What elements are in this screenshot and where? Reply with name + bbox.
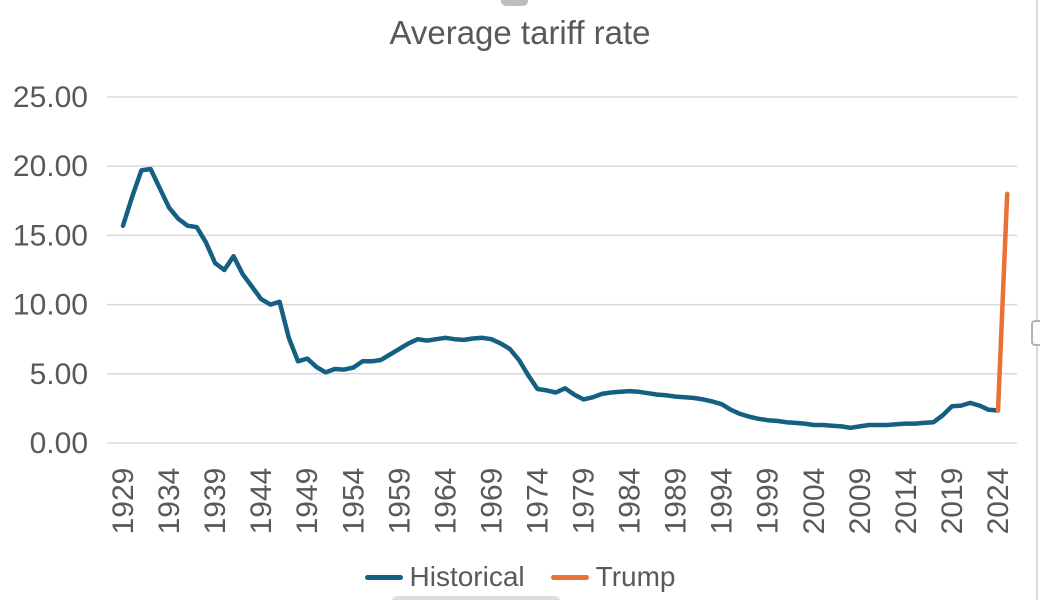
legend-swatch-trump [550, 574, 589, 580]
x-axis-label: 1999 [752, 468, 785, 535]
x-axis-label: 1954 [337, 468, 370, 535]
bottom-edge-element [392, 596, 560, 600]
x-axis-label: 1969 [475, 468, 508, 535]
y-axis-label: 0.00 [30, 427, 88, 460]
chart-title: Average tariff rate [389, 14, 651, 51]
x-axis-label: 2014 [890, 468, 923, 535]
chart-legend: Historical Trump [0, 558, 1040, 596]
legend-swatch-historical [364, 574, 403, 580]
x-axis-label: 1949 [291, 468, 324, 535]
y-axis-label: 15.00 [13, 219, 88, 252]
x-axis-label: 1959 [383, 468, 416, 535]
x-axis-label: 2019 [936, 468, 969, 535]
legend-label: Trump [595, 561, 676, 592]
x-axis-label: 1994 [706, 468, 739, 535]
x-axis-label: 1984 [614, 468, 647, 535]
x-axis-label: 1979 [568, 468, 601, 535]
x-axis-label: 2024 [982, 468, 1015, 535]
y-axis-label: 5.00 [30, 358, 88, 391]
y-axis-label: 25.00 [13, 81, 88, 114]
scrollbar-thumb[interactable] [1031, 320, 1040, 346]
top-drag-handle[interactable] [501, 0, 528, 6]
series-line-historical [120, 166, 1001, 431]
x-axis-label: 1939 [199, 468, 232, 535]
legend-label: Historical [409, 561, 525, 592]
series-line-trump [995, 191, 1010, 413]
x-axis-label: 2009 [844, 468, 877, 535]
x-axis-label: 1974 [521, 468, 554, 535]
x-axis-label: 1934 [153, 468, 186, 535]
window-right-border [1036, 0, 1038, 600]
y-axis-label: 10.00 [13, 289, 88, 322]
x-axis-label: 2004 [798, 468, 831, 535]
x-axis-label: 1944 [245, 468, 278, 535]
x-axis-label: 1989 [660, 468, 693, 535]
y-axis-label: 20.00 [13, 150, 88, 183]
x-axis-label: 1929 [107, 468, 140, 535]
x-axis-label: 1964 [429, 468, 462, 535]
legend-item-historical: Historical [364, 561, 525, 593]
legend-item-trump: Trump [550, 561, 676, 593]
